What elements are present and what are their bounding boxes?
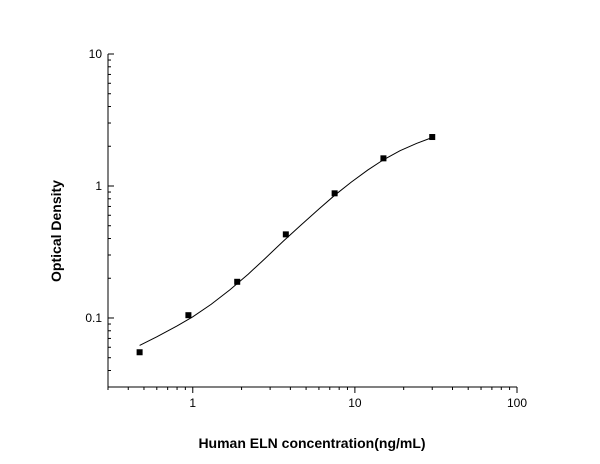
plot-area: 1 10 100 0.1 1 10 <box>85 47 527 410</box>
y-tick-label: 1 <box>95 179 102 193</box>
x-ticks: 1 10 100 <box>107 387 527 410</box>
data-point <box>136 349 143 356</box>
y-axis-title: Optical Density <box>48 180 64 282</box>
data-point <box>429 134 436 141</box>
fit-curve <box>139 137 433 346</box>
data-point <box>185 312 192 319</box>
x-axis-title: Human ELN concentration(ng/mL) <box>198 435 425 451</box>
x-tick-label: 1 <box>189 396 196 410</box>
data-point <box>282 231 289 238</box>
data-point <box>234 278 241 285</box>
x-tick-label: 10 <box>348 396 362 410</box>
y-tick-label: 10 <box>89 47 103 61</box>
data-point <box>331 190 338 197</box>
data-points <box>136 134 436 356</box>
y-tick-label: 0.1 <box>85 311 102 325</box>
data-point <box>380 155 387 162</box>
x-tick-label: 100 <box>507 396 527 410</box>
y-ticks: 0.1 1 10 <box>85 47 114 388</box>
